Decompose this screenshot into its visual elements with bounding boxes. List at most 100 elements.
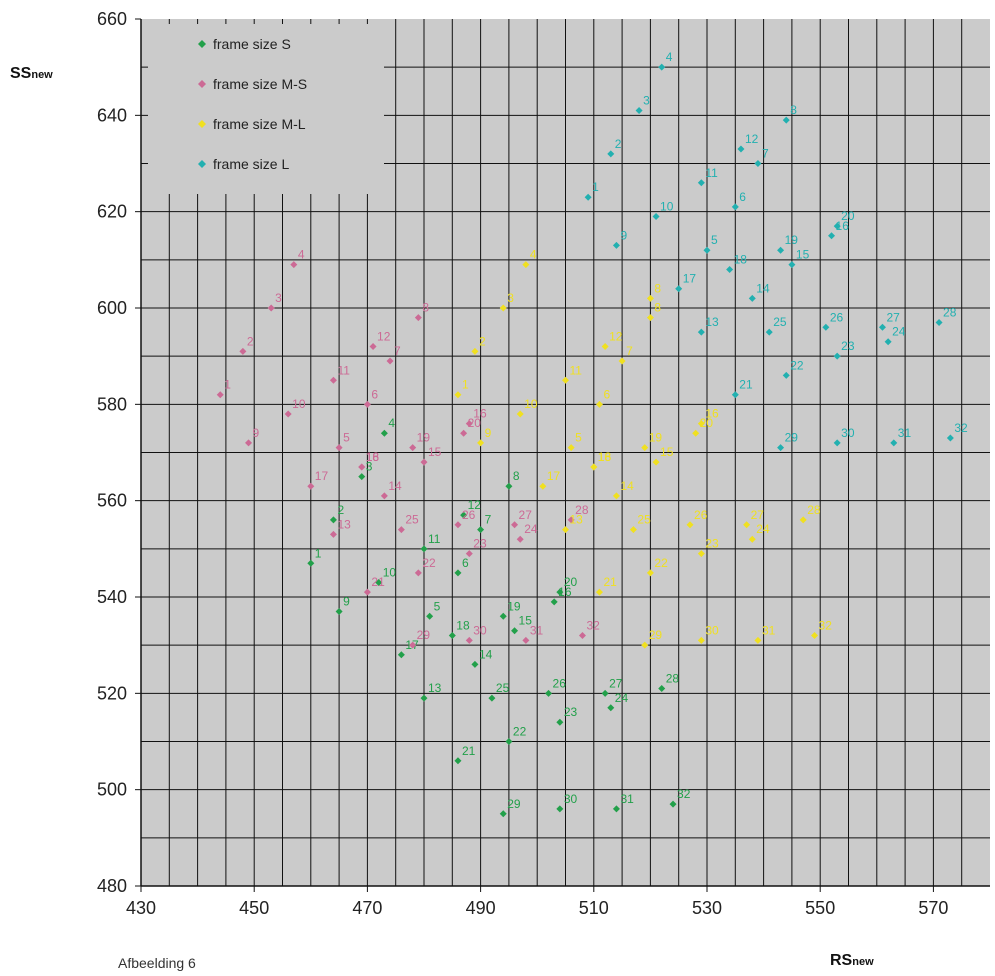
data-point-label: 6 [371, 387, 378, 401]
data-point-marker [335, 607, 343, 615]
x-tick-label: 450 [239, 898, 269, 918]
data-point-label: 23 [473, 537, 487, 551]
data-point-label: 4 [298, 248, 305, 262]
data-point-label: 16 [705, 407, 719, 421]
data-point-label: 9 [343, 594, 350, 608]
data-point-label: 2 [479, 334, 486, 348]
data-point-marker [448, 632, 456, 640]
data-point-marker [522, 261, 530, 269]
data-point-marker [329, 530, 337, 538]
data-point-marker [584, 193, 592, 201]
data-point-label: 3 [366, 460, 373, 474]
data-point-marker [754, 636, 762, 644]
data-point-label: 13 [428, 681, 442, 695]
data-point-marker [828, 232, 836, 240]
data-point-label: 16 [366, 450, 380, 464]
data-point-marker [658, 63, 666, 71]
data-point-marker [329, 376, 337, 384]
x-tick-label: 470 [352, 898, 382, 918]
data-point-label: 32 [954, 421, 968, 435]
data-point-marker [935, 318, 943, 326]
data-point-label: 31 [898, 426, 912, 440]
data-point-label: 21 [462, 744, 476, 758]
data-point-marker [635, 107, 643, 115]
data-point-marker [675, 285, 683, 293]
data-point-marker [397, 526, 405, 534]
data-point-label: 11 [428, 532, 441, 546]
y-axis-title-main: SS [10, 65, 32, 82]
x-axis-title: RSnew [830, 952, 874, 969]
x-tick-label: 570 [918, 898, 948, 918]
data-point-marker [669, 800, 677, 808]
data-point-marker [397, 651, 405, 659]
data-point-label: 16 [473, 407, 487, 421]
data-point-marker [386, 357, 394, 365]
y-tick-label: 500 [97, 780, 127, 800]
data-point-marker [239, 347, 247, 355]
data-point-marker [454, 757, 462, 765]
data-point-marker [686, 521, 694, 529]
data-point-label: 19 [507, 599, 521, 613]
data-point-marker [811, 632, 819, 640]
data-point-marker [748, 294, 756, 302]
data-point-label: 27 [886, 310, 900, 324]
data-point-label: 1 [224, 378, 231, 392]
data-point-label: 18 [366, 450, 380, 464]
data-point-marker [612, 492, 620, 500]
data-point-label: 5 [575, 431, 582, 445]
data-point-label: 14 [479, 647, 493, 661]
data-point-marker [595, 400, 603, 408]
data-point-marker [765, 328, 773, 336]
data-point-marker [358, 463, 366, 471]
data-point-marker [511, 521, 519, 529]
data-point-marker [884, 338, 892, 346]
data-point-marker [375, 579, 383, 587]
data-point-marker [426, 612, 434, 620]
data-point-marker [567, 444, 575, 452]
data-point-marker [629, 526, 637, 534]
data-point-label: 1 [462, 378, 469, 392]
data-point-label: 16 [836, 219, 850, 233]
data-point-label: 29 [507, 797, 521, 811]
data-point-marker [329, 516, 337, 524]
data-point-label: 4 [530, 248, 537, 262]
data-point-marker [697, 328, 705, 336]
y-tick-label: 600 [97, 298, 127, 318]
data-point-label: 9 [620, 228, 627, 242]
data-point-marker [556, 805, 564, 813]
data-point-label: 32 [819, 619, 833, 633]
data-point-label: 4 [388, 416, 395, 430]
legend: frame size S frame size M-S frame size M-L… [198, 36, 307, 172]
data-point-label: 2 [615, 137, 622, 151]
data-point-marker [420, 694, 428, 702]
data-point-marker [822, 323, 830, 331]
data-point-label: 23 [705, 537, 719, 551]
data-point-marker [477, 439, 485, 447]
data-point-label: 27 [519, 508, 533, 522]
data-point-marker [358, 473, 366, 481]
data-point-label: 25 [637, 513, 651, 527]
data-point-label: 3 [275, 291, 282, 305]
y-tick-label: 580 [97, 394, 127, 414]
data-point-label: 14 [388, 479, 402, 493]
data-point-label: 30 [841, 426, 855, 440]
data-point-label: 11 [705, 166, 718, 180]
legend-marker [198, 160, 206, 168]
x-tick-label: 550 [805, 898, 835, 918]
legend-label: frame size L [213, 156, 289, 172]
data-point-marker [703, 246, 711, 254]
data-point-marker [550, 598, 558, 606]
data-point-marker [477, 526, 485, 534]
data-point-marker [748, 535, 756, 543]
data-point-marker [697, 179, 705, 187]
data-point-label: 16 [598, 450, 612, 464]
data-point-label: 27 [609, 676, 623, 690]
data-point-marker [307, 559, 315, 567]
data-point-marker [595, 588, 603, 596]
data-point-label: 8 [513, 469, 520, 483]
data-point-label: 22 [422, 556, 436, 570]
data-point-marker [743, 521, 751, 529]
y-tick-label: 540 [97, 587, 127, 607]
data-point-label: 30 [473, 623, 487, 637]
